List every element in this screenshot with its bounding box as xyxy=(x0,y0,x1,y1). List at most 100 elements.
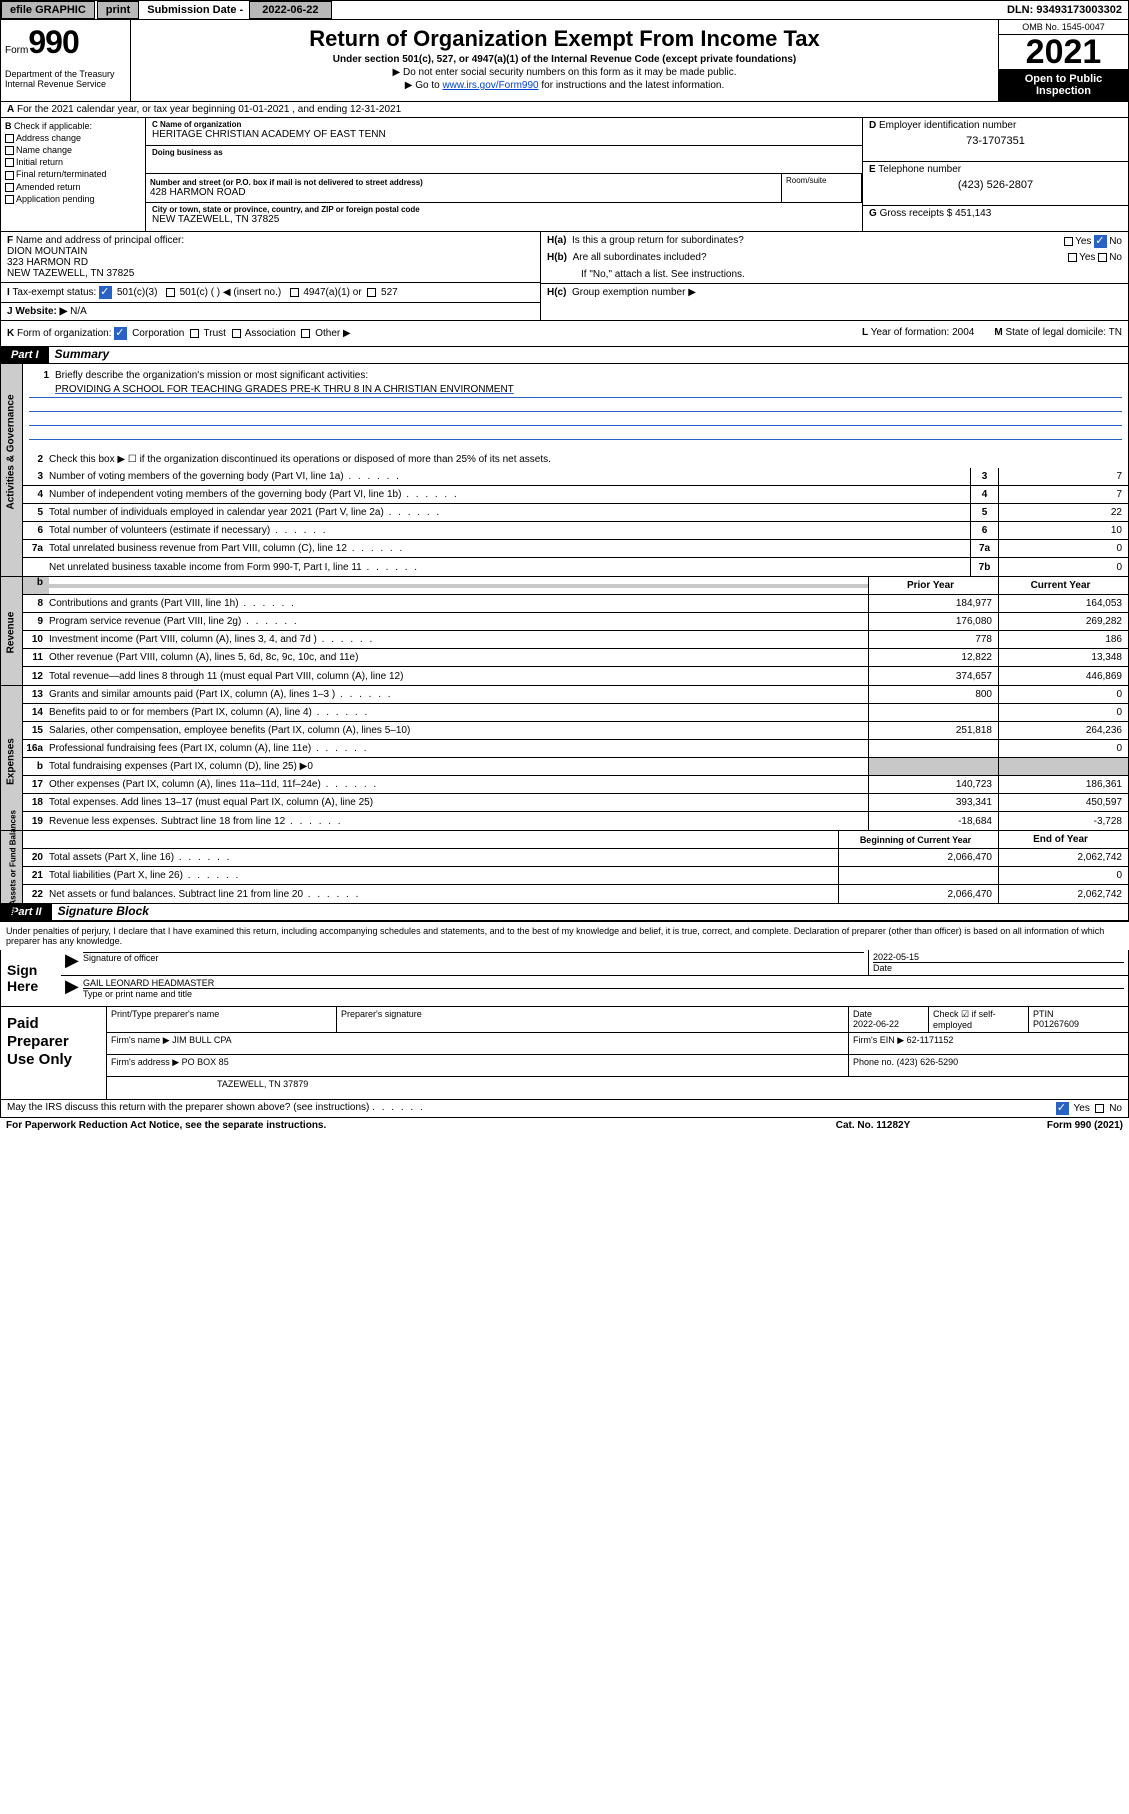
paid-preparer-block: Paid Preparer Use Only Print/Type prepar… xyxy=(0,1007,1129,1100)
chk-application-pending[interactable] xyxy=(5,195,14,204)
year-formation: Year of formation: 2004 xyxy=(871,327,975,338)
officer-addr1: 323 HARMON RD xyxy=(7,257,88,268)
line22-end: 2,062,742 xyxy=(998,885,1128,903)
print-btn[interactable]: print xyxy=(97,1,139,19)
form-header: Form990 Department of the Treasury Inter… xyxy=(0,20,1129,102)
ein: 73-1707351 xyxy=(869,135,1122,147)
chk-ha-no[interactable] xyxy=(1094,235,1107,248)
vtab-expenses: Expenses xyxy=(6,712,17,812)
declaration-text: Under penalties of perjury, I declare th… xyxy=(0,921,1129,950)
chk-initial-return[interactable] xyxy=(5,158,14,167)
tax-year: 2021 xyxy=(999,35,1128,69)
efile-graphic-btn[interactable]: efile GRAPHIC xyxy=(1,1,95,19)
col-d-e-g: D Employer identification number 73-1707… xyxy=(863,118,1128,231)
submission-date-label: Submission Date - xyxy=(141,2,249,18)
line16a-prior xyxy=(868,740,998,757)
summary-net-assets: Net Assets or Fund Balances Beginning of… xyxy=(0,831,1129,904)
summary-governance: Activities & Governance 1Briefly describ… xyxy=(0,364,1129,577)
form-subtitle: Under section 501(c), 527, or 4947(a)(1)… xyxy=(139,54,990,65)
chk-discuss-no[interactable] xyxy=(1095,1104,1104,1113)
chk-hb-yes[interactable] xyxy=(1068,253,1077,262)
form-prefix: Form xyxy=(5,45,28,56)
chk-name-change[interactable] xyxy=(5,146,14,155)
line19-prior: -18,684 xyxy=(868,812,998,830)
submission-date: 2022-06-22 xyxy=(249,1,331,19)
line8-curr: 164,053 xyxy=(998,595,1128,612)
chk-other[interactable] xyxy=(301,329,310,338)
line7b-val: 0 xyxy=(998,558,1128,576)
section-b-c-d-e-g: B Check if applicable: Address change Na… xyxy=(0,118,1129,232)
firm-address2: TAZEWELL, TN 37879 xyxy=(106,1077,1128,1099)
gross-receipts: 451,143 xyxy=(955,208,991,219)
dln: DLN: 93493173003302 xyxy=(1001,2,1128,18)
note-link: ▶ Go to www.irs.gov/Form990 for instruct… xyxy=(139,80,990,91)
room-suite: Room/suite xyxy=(782,174,862,202)
state-domicile: State of legal domicile: TN xyxy=(1005,327,1122,338)
line15-prior: 251,818 xyxy=(868,722,998,739)
footer: For Paperwork Reduction Act Notice, see … xyxy=(0,1118,1129,1133)
chk-trust[interactable] xyxy=(190,329,199,338)
chk-final-return[interactable] xyxy=(5,171,14,180)
line21-beg xyxy=(838,867,998,884)
topbar: efile GRAPHIC print Submission Date - 20… xyxy=(0,0,1129,20)
line12-prior: 374,657 xyxy=(868,667,998,685)
chk-discuss-yes[interactable] xyxy=(1056,1102,1069,1115)
chk-501c3[interactable] xyxy=(99,286,112,299)
sign-arrow-icon: ▶ xyxy=(61,976,79,1001)
col-c-org-info: C Name of organization HERITAGE CHRISTIA… xyxy=(146,118,863,231)
line18-prior: 393,341 xyxy=(868,794,998,811)
sign-here-block: Sign Here ▶ Signature of officer 2022-05… xyxy=(0,950,1129,1007)
line14-curr: 0 xyxy=(998,704,1128,721)
paid-preparer-label: Paid Preparer Use Only xyxy=(1,1007,106,1099)
discuss-row: May the IRS discuss this return with the… xyxy=(0,1100,1129,1118)
line18-curr: 450,597 xyxy=(998,794,1128,811)
officer-name-title: GAIL LEONARD HEADMASTER xyxy=(83,978,1124,988)
line13-curr: 0 xyxy=(998,686,1128,703)
vtab-net-assets: Net Assets or Fund Balances xyxy=(9,821,18,921)
line4-val: 7 xyxy=(998,486,1128,503)
form-title: Return of Organization Exempt From Incom… xyxy=(139,26,990,52)
line21-end: 0 xyxy=(998,867,1128,884)
chk-527[interactable] xyxy=(367,288,376,297)
firm-address: PO BOX 85 xyxy=(182,1057,229,1067)
line3-val: 7 xyxy=(998,468,1128,485)
city-state-zip: NEW TAZEWELL, TN 37825 xyxy=(152,214,856,225)
row-a-tax-year: A For the 2021 calendar year, or tax yea… xyxy=(0,102,1129,118)
line20-beg: 2,066,470 xyxy=(838,849,998,866)
sign-arrow-icon: ▶ xyxy=(61,950,79,975)
line16a-curr: 0 xyxy=(998,740,1128,757)
vtab-governance: Activities & Governance xyxy=(6,410,17,510)
line15-curr: 264,236 xyxy=(998,722,1128,739)
sign-here-label: Sign Here xyxy=(1,950,61,1006)
chk-4947[interactable] xyxy=(290,288,299,297)
chk-ha-yes[interactable] xyxy=(1064,237,1073,246)
form-number: 990 xyxy=(28,24,78,60)
chk-corporation[interactable] xyxy=(114,327,127,340)
chk-501c[interactable] xyxy=(166,288,175,297)
line19-curr: -3,728 xyxy=(998,812,1128,830)
line16b-curr xyxy=(998,758,1128,775)
preparer-date: 2022-06-22 xyxy=(853,1019,899,1029)
part1-header: Part ISummary xyxy=(0,347,1129,364)
line10-curr: 186 xyxy=(998,631,1128,648)
officer-name: DION MOUNTAIN xyxy=(7,246,87,257)
summary-revenue: Revenue bPrior YearCurrent Year 8Contrib… xyxy=(0,577,1129,686)
chk-association[interactable] xyxy=(232,329,241,338)
department: Department of the Treasury Internal Reve… xyxy=(5,69,126,89)
irs-link[interactable]: www.irs.gov/Form990 xyxy=(442,80,538,91)
chk-address-change[interactable] xyxy=(5,134,14,143)
section-f-h-i-j: F Name and address of principal officer:… xyxy=(0,232,1129,321)
note-ssn: ▶ Do not enter social security numbers o… xyxy=(139,67,990,78)
part2-header: Part IISignature Block xyxy=(0,904,1129,921)
line5-val: 22 xyxy=(998,504,1128,521)
ptin: P01267609 xyxy=(1033,1019,1079,1029)
line20-end: 2,062,742 xyxy=(998,849,1128,866)
line22-beg: 2,066,470 xyxy=(838,885,998,903)
telephone: (423) 526-2807 xyxy=(869,179,1122,191)
street-address: 428 HARMON ROAD xyxy=(150,187,777,198)
chk-hb-no[interactable] xyxy=(1098,253,1107,262)
chk-amended-return[interactable] xyxy=(5,183,14,192)
row-k-l-m: K Form of organization: Corporation Trus… xyxy=(0,321,1129,347)
mission-text: PROVIDING A SCHOOL FOR TEACHING GRADES P… xyxy=(29,384,1122,398)
line12-curr: 446,869 xyxy=(998,667,1128,685)
